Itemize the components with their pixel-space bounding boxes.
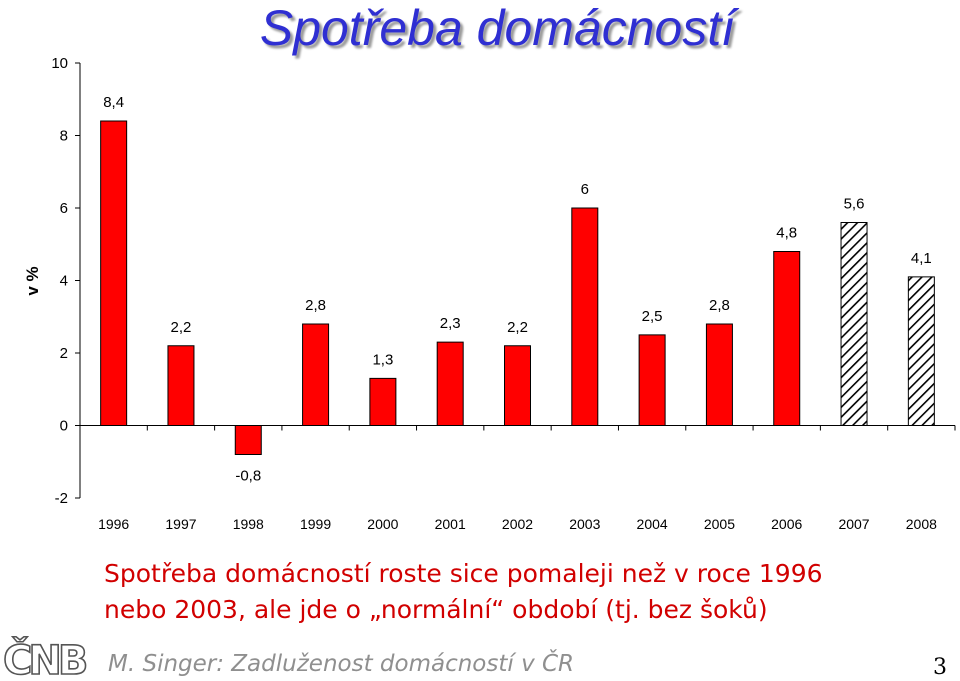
bar-1996 [100,120,128,426]
bar-2001 [436,341,464,426]
data-label-2006: 4,8 [776,225,797,242]
data-label-2005: 2,8 [709,297,730,314]
data-label-2003: 6 [581,181,589,198]
chart-axes: -2 0 2 4 6 8 10 v % 1996 1997 1998 1999 2000 2001 2002… [23,55,956,532]
slide-caption: Spotřeba domácností roste sice pomaleji … [104,556,960,628]
y-tick-label: 0 [60,418,68,435]
y-tick-label: -2 [55,490,68,507]
bar-1998 [234,425,262,455]
cnb-logo-text: ČNB [3,636,86,680]
y-tick-label: 10 [51,55,68,72]
x-tick-label: 1998 [233,516,264,532]
x-tick-label: 2000 [367,516,398,532]
x-tick-label: 1996 [98,516,129,532]
x-tick-label: 2006 [771,516,802,532]
slide-title: Spotřeba domácností [259,0,736,56]
bar-2005 [705,323,733,426]
y-tick-label: 4 [60,273,68,290]
y-axis-title: v % [23,266,42,295]
page-number: 3 [933,655,947,680]
data-label-1996: 8,4 [103,94,124,111]
data-label-2002: 2,2 [507,319,528,336]
chart-bars [100,120,935,455]
caption-line-1: Spotřeba domácností roste sice pomaleji … [104,559,823,588]
data-label-2000: 1,3 [372,351,393,368]
data-label-2007: 5,6 [844,196,865,213]
bar-2007 [840,222,868,426]
x-tick-label: 2004 [637,516,668,532]
bar-2002 [504,345,531,426]
caption-line-2: nebo 2003, ale jde o „normální“ období (… [104,595,768,624]
data-label-1998: -0,8 [235,468,261,485]
x-tick-label: 2002 [502,516,533,532]
chart-data-labels: 8,4 2,2 -0,8 2,8 1,3 2,3 2,2 6 2,5 2,8 4,8 5,6 4,1 [103,94,932,485]
data-label-1999: 2,8 [305,297,326,314]
y-tick-label: 8 [60,128,68,145]
y-tick-label: 6 [60,200,68,217]
cnb-logo: ČNB [2,635,88,680]
bar-1999 [302,323,330,426]
bar-1997 [167,345,195,426]
x-tick-label: 1999 [300,516,331,532]
data-label-2004: 2,5 [642,308,663,325]
y-tick-label: 2 [60,345,68,362]
x-tick-label: 2008 [906,516,937,532]
consumption-bar-chart: -2 0 2 4 6 8 10 v % 1996 1997 1998 1999 2000 2001 2002… [23,55,956,532]
x-tick-label: 2001 [435,516,466,532]
x-tick-label: 2005 [704,516,735,532]
bar-2006 [773,251,801,426]
x-tick-label: 2003 [569,516,600,532]
data-label-2001: 2,3 [440,315,461,332]
slide-footer: M. Singer: Zadluženost domácností v ČR [108,651,575,677]
x-tick-label: 1997 [165,516,196,532]
data-label-1997: 2,2 [171,319,192,336]
bar-2008 [907,276,935,426]
bar-2000 [369,377,397,426]
x-tick-label: 2007 [838,516,869,532]
bar-2004 [638,334,666,426]
bar-2003 [571,207,599,426]
data-label-2008: 4,1 [911,250,932,267]
